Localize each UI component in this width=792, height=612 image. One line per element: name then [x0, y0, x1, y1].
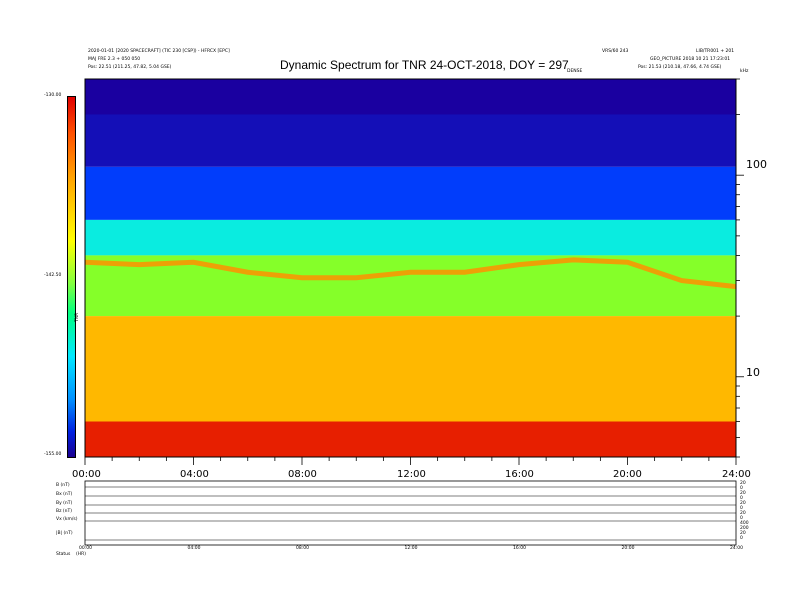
- bottom-x-tick: 20:00: [621, 546, 635, 551]
- bottom-right-tick: 400: [740, 521, 749, 526]
- bottom-right-tick: 20: [740, 511, 746, 516]
- header-right-line3: GEO_PICTURE 2018 10 21 17:23:01: [650, 57, 731, 62]
- bottom-right-tick: 20: [740, 491, 746, 496]
- x-tick-0400: 04:00: [180, 469, 209, 480]
- bottom-right-tick: 0: [740, 496, 743, 501]
- bottom-x-tick: 16:00: [513, 546, 526, 551]
- bottom-right-tick: 0: [740, 516, 743, 521]
- chart-title: Dynamic Spectrum for TNR 24-OCT-2018, DO…: [280, 58, 569, 72]
- row-label-by: By (nT): [56, 501, 73, 506]
- bottom-x-tick: 00:00: [79, 546, 92, 551]
- y-tick-100: 100: [746, 158, 767, 171]
- row-label-vx: Vx (km/s): [56, 517, 78, 522]
- spectrogram-band-5: [85, 316, 736, 422]
- row-label-bz: Bz (nT): [56, 509, 72, 514]
- bottom-right-tick: 20: [740, 481, 746, 486]
- row-label-bmag: |B| (nT): [56, 531, 73, 536]
- spectrogram-band-2: [85, 166, 736, 220]
- header-left-line2: MAJ FRE 2.3 + 050 050: [88, 57, 141, 62]
- header-left-line1: 2020-01-01 [2020 SPACECRAFT] (TIC 230 [C…: [88, 49, 230, 54]
- spectrogram-band-0: [85, 79, 736, 115]
- header-right-line2: LIB/TR001 + 201: [696, 49, 735, 54]
- status-label: Status: [56, 552, 71, 557]
- x-tick-1600: 16:00: [505, 469, 534, 480]
- header-left-line3: Pos: 22.51 (211.25, 47.82, 5.04 GSE): [88, 65, 172, 70]
- row-label-b: B (nT): [56, 483, 70, 488]
- bottom-x-tick: 04:00: [187, 546, 201, 551]
- colorbar: [67, 96, 76, 458]
- bottom-right-tick: 200: [740, 526, 749, 531]
- bottom-right-tick: 0: [740, 486, 743, 491]
- x-tick-0000: 00:00: [72, 469, 101, 480]
- y-tick-10: 10: [746, 366, 760, 379]
- x-tick-1200: 12:00: [397, 469, 426, 480]
- header-corner-label: kHz: [740, 69, 749, 74]
- bottom-right-tick: 0: [740, 536, 743, 541]
- bottom-right-tick: 0: [740, 506, 743, 511]
- colorbar-tick-bottom: -155.00: [44, 452, 62, 457]
- x-tick-2400: 24:00: [722, 469, 751, 480]
- spectrogram-band-3: [85, 219, 736, 256]
- spectrogram-band-1: [85, 114, 736, 167]
- header-right-label: DENSE: [567, 69, 583, 74]
- header-right-line4: Pos: 21.53 (210.18, 47.66, 4.74 GSE): [638, 65, 722, 70]
- bottom-x-tick: 12:00: [404, 546, 418, 551]
- x-tick-0800: 08:00: [288, 469, 317, 480]
- header-right-line1: VRS/60 243: [602, 49, 629, 54]
- spectrogram-band-4: [85, 255, 736, 317]
- bottom-right-tick: 20: [740, 531, 746, 536]
- status-value: (HR): [76, 552, 87, 557]
- spectrogram-band-6: [85, 421, 736, 457]
- row-label-bx: Bx (nT): [56, 492, 73, 497]
- x-tick-2000: 20:00: [613, 469, 642, 480]
- bottom-x-tick: 08:00: [296, 546, 309, 551]
- bottom-right-tick: 20: [740, 501, 746, 506]
- colorbar-tick-top: -130.00: [44, 93, 62, 98]
- colorbar-tick-mid: -142.50: [44, 273, 62, 278]
- bottom-x-tick: 24:00: [730, 546, 743, 551]
- emission-line: [85, 257, 736, 290]
